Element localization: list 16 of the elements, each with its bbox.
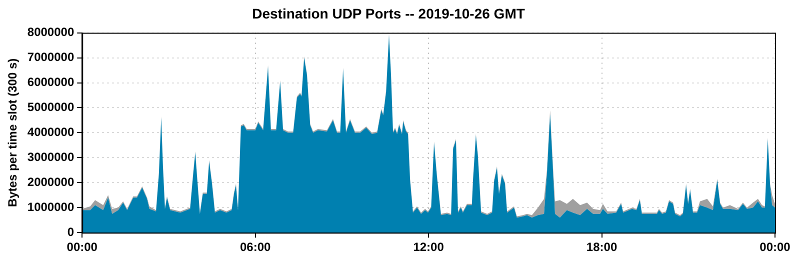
y-axis-title: Bytes per time slot (300 s) <box>6 58 20 208</box>
y-tick-label: 2000000 <box>27 174 74 189</box>
y-tick-label: 5000000 <box>27 100 74 114</box>
x-tick-label: 18:00 <box>586 240 618 254</box>
x-tick-label: 06:00 <box>240 240 272 254</box>
y-tick-label: 7000000 <box>27 50 74 64</box>
x-tick-label: 00:00 <box>760 240 791 254</box>
y-tick-label: 8000000 <box>27 25 74 40</box>
chart-title: Destination UDP Ports -- 2019-10-26 GMT <box>252 5 526 22</box>
x-tick-label: 00:00 <box>66 240 98 254</box>
y-tick-label: 3000000 <box>27 150 74 164</box>
y-tick-label: 1000000 <box>27 200 74 214</box>
y-tick-label: 6000000 <box>27 75 74 90</box>
y-tick-label: 0 <box>67 224 74 239</box>
y-tick-label: 4000000 <box>27 125 74 140</box>
x-tick-label: 12:00 <box>413 240 444 254</box>
